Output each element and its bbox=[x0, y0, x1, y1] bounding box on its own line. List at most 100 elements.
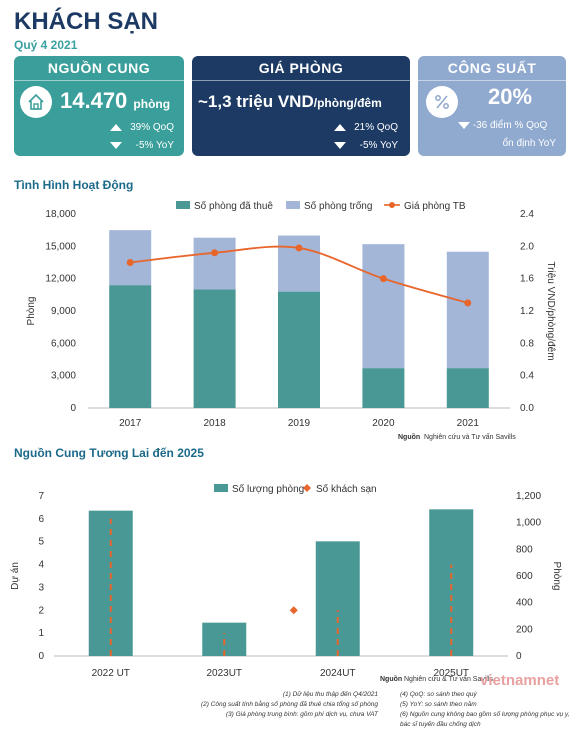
y2-tick-label: 1.2 bbox=[520, 306, 534, 317]
y-tick-label: 0 bbox=[70, 403, 76, 414]
note-5: (5) YoY: so sánh theo năm bbox=[400, 701, 477, 708]
future-supply-chart: Số lượng phòng Số khách sạn 0 1 2 3 4 5 6 7 0 200 40… bbox=[10, 483, 562, 683]
x-tick-label: 2017 bbox=[119, 418, 142, 429]
occupancy-stable: ổn định YoY bbox=[502, 138, 556, 149]
note-4: (4) QoQ: so sánh theo quý bbox=[400, 691, 477, 698]
bar-rented bbox=[193, 289, 236, 408]
bar-vacant bbox=[362, 244, 405, 369]
page-subtitle: Quý 4 2021 bbox=[14, 38, 78, 52]
x-tick-label: 2019 bbox=[288, 418, 311, 429]
x-tick-label: 2021 bbox=[457, 418, 480, 429]
price-qoq: 21% QoQ bbox=[354, 122, 398, 133]
legend-label-rented: Số phòng đã thuê bbox=[194, 200, 273, 212]
y2-axis-label: Triệu VND/phòng/đêm bbox=[545, 261, 556, 360]
y2-tick-label: 400 bbox=[516, 598, 533, 609]
price-point bbox=[126, 259, 134, 266]
bar-rented bbox=[109, 285, 152, 408]
y-tick-label: 2 bbox=[38, 605, 44, 616]
price-point bbox=[211, 249, 219, 257]
occupancy-card-title: CÔNG SUẤT bbox=[447, 60, 537, 76]
x-tick-label: 2020 bbox=[372, 418, 395, 429]
up-triangle-icon bbox=[109, 123, 122, 131]
y2-tick-label: 200 bbox=[516, 624, 533, 635]
source-text: Nghiên cứu và Tư vấn Savills bbox=[424, 432, 516, 441]
y-tick-label: 5 bbox=[38, 537, 44, 548]
y-tick-label: 6 bbox=[38, 514, 44, 525]
x-tick-label: 2023UT bbox=[206, 668, 242, 679]
chart1-title: Tình Hình Hoạt Động bbox=[14, 178, 134, 192]
price-point bbox=[379, 275, 387, 283]
occupancy-value: 20% bbox=[488, 84, 533, 109]
price-unit: /phòng/đêm bbox=[313, 96, 382, 110]
legend-swatch-vacant bbox=[286, 201, 300, 209]
y2-tick-label: 0.4 bbox=[520, 371, 534, 382]
legend-marker-hotels bbox=[303, 484, 311, 492]
up-triangle-icon bbox=[333, 123, 346, 131]
source-label: Nguồn bbox=[398, 432, 420, 441]
note-3: (3) Giá phòng trung bình: gồm phí dịch v… bbox=[225, 711, 378, 718]
y-tick-label: 1 bbox=[38, 628, 44, 639]
y-axis-label: Dự án bbox=[10, 562, 21, 590]
price-yoy: -5% YoY bbox=[359, 140, 398, 151]
supply-card: NGUỒN CUNG 14.470 phòng 39% QoQ -5% YoY bbox=[14, 56, 184, 156]
occupancy-card: CÔNG SUẤT 20% -36 điểm % QoQ ổn định YoY bbox=[418, 56, 566, 156]
legend-marker-price bbox=[389, 202, 395, 208]
y-tick-label: 3 bbox=[38, 582, 44, 593]
y-tick-label: 18,000 bbox=[45, 209, 76, 220]
y-tick-label: 0 bbox=[38, 651, 44, 662]
down-triangle-icon bbox=[458, 121, 470, 129]
y2-tick-label: 0.0 bbox=[520, 403, 534, 414]
y2-tick-label: 0.8 bbox=[520, 338, 534, 349]
y2-tick-label: 1.6 bbox=[520, 274, 534, 285]
x-tick-label: 2018 bbox=[203, 418, 226, 429]
chart2-title: Nguồn Cung Tương Lai đến 2025 bbox=[14, 446, 204, 460]
y-tick-label: 7 bbox=[38, 491, 44, 502]
x-tick-label: 2024UT bbox=[320, 668, 356, 679]
y-tick-label: 9,000 bbox=[51, 306, 76, 317]
down-triangle-icon bbox=[333, 141, 346, 149]
y-tick-label: 6,000 bbox=[51, 338, 76, 349]
y-tick-label: 3,000 bbox=[51, 371, 76, 382]
y2-axis-label: Phòng bbox=[551, 562, 562, 591]
note-2: (2) Công suất tính bằng số phòng đã thuê… bbox=[200, 701, 378, 708]
bar-rooms bbox=[315, 541, 360, 656]
y2-tick-label: 800 bbox=[516, 544, 533, 555]
down-triangle-icon bbox=[109, 141, 122, 149]
watermark: vietnamnet bbox=[480, 672, 560, 689]
legend-label-vacant: Số phòng trống bbox=[304, 200, 372, 212]
price-card: GIÁ PHÒNG ~1,3 triệu VND/phòng/đêm 21% Q… bbox=[192, 56, 410, 156]
y2-tick-label: 600 bbox=[516, 571, 533, 582]
legend-label-hotels: Số khách sạn bbox=[316, 483, 377, 495]
bar-vacant bbox=[446, 251, 489, 369]
bar-rented bbox=[362, 368, 405, 408]
legend-label-rooms: Số lượng phòng bbox=[232, 483, 304, 495]
percent-icon bbox=[426, 86, 458, 118]
note-1: (1) Dữ liệu thu thập đến Q4/2021 bbox=[282, 691, 378, 698]
y-tick-label: 12,000 bbox=[45, 274, 76, 285]
hotels-marker bbox=[289, 606, 298, 615]
supply-value: 14.470 bbox=[60, 88, 128, 113]
supply-qoq: 39% QoQ bbox=[130, 122, 174, 133]
y-axis-label: Phòng bbox=[26, 297, 37, 326]
y2-tick-label: 1,200 bbox=[516, 491, 541, 502]
bar-vacant bbox=[193, 237, 236, 290]
legend-swatch-rooms bbox=[214, 484, 228, 492]
y2-tick-label: 0 bbox=[516, 651, 522, 662]
home-icon bbox=[20, 86, 52, 118]
source-text: Nghiên cứu & Tư vấn Savills bbox=[404, 674, 494, 683]
page-title: KHÁCH SẠN bbox=[14, 8, 158, 35]
price-value: ~1,3 triệu VND bbox=[198, 92, 314, 111]
bar-rented bbox=[446, 368, 489, 408]
y-tick-label: 4 bbox=[38, 560, 44, 571]
price-point bbox=[295, 244, 303, 252]
source-label: Nguồn bbox=[380, 674, 402, 683]
x-tick-label: 2025UT bbox=[433, 668, 469, 679]
x-tick-label: 2022 UT bbox=[92, 668, 130, 679]
note-6: (6) Nguồn cung không bao gồm số lượng ph… bbox=[400, 711, 570, 728]
bar-rented bbox=[278, 291, 320, 408]
y2-tick-label: 2.0 bbox=[520, 241, 534, 252]
supply-card-title: NGUỒN CUNG bbox=[47, 60, 151, 76]
y2-tick-label: 1,000 bbox=[516, 518, 541, 529]
supply-yoy: -5% YoY bbox=[135, 140, 174, 151]
occupancy-change: -36 điểm % QoQ bbox=[472, 120, 548, 131]
